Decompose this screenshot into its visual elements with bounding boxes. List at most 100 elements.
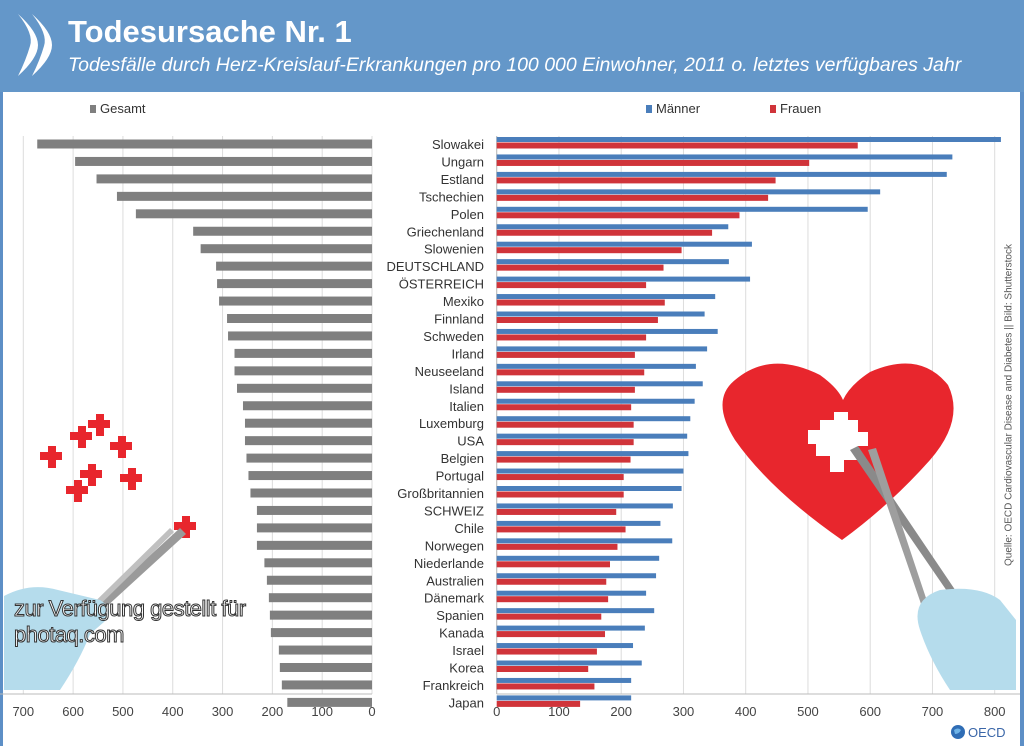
bar-frauen (496, 491, 624, 498)
bar-frauen (496, 194, 769, 201)
bar-frauen (496, 212, 740, 219)
bar-frauen (496, 177, 776, 184)
bar-gesamt (256, 505, 372, 515)
category-label: USA (457, 434, 484, 449)
bar-frauen (496, 683, 595, 690)
bar-frauen (496, 474, 624, 481)
x-tick-label-right: 600 (859, 704, 881, 719)
bar-maenner (496, 590, 647, 596)
bar-frauen (496, 648, 597, 655)
bar-frauen (496, 299, 665, 306)
chart-subtitle: Todesfälle durch Herz-Kreislauf-Erkranku… (68, 54, 962, 76)
category-label: Israel (452, 643, 484, 658)
legend-label: Frauen (780, 101, 822, 116)
category-label: ÖSTERREICH (399, 277, 484, 292)
header-banner: Todesursache Nr. 1 Todesfälle durch Herz… (0, 0, 1024, 92)
bar-maenner (496, 328, 718, 334)
x-tick-label-right: 0 (493, 704, 500, 719)
bar-maenner (496, 137, 1001, 142)
bar-frauen (496, 369, 645, 376)
bar-gesamt (256, 523, 372, 533)
bar-maenner (496, 294, 716, 300)
category-label: Japan (449, 695, 484, 710)
bar-gesamt (96, 174, 372, 184)
bar-gesamt (244, 436, 372, 446)
bar-gesamt (268, 593, 372, 603)
bar-gesamt (216, 261, 372, 271)
bar-maenner (496, 189, 881, 195)
bar-maenner (496, 433, 688, 439)
bar-maenner (496, 259, 729, 265)
category-label: SCHWEIZ (424, 503, 484, 518)
bar-frauen (496, 613, 602, 620)
bar-maenner (496, 625, 645, 631)
bar-maenner (496, 695, 632, 701)
x-tick-label-right: 500 (797, 704, 819, 719)
category-label: Italien (449, 399, 484, 414)
bar-gesamt (270, 628, 372, 638)
x-tick-label-left: 100 (311, 704, 333, 719)
bar-gesamt (228, 331, 372, 341)
bar-maenner (496, 451, 689, 457)
watermark: zur Verfügung gestellt für photaq.com (14, 596, 247, 648)
bar-frauen (496, 404, 632, 411)
bar-maenner (496, 154, 953, 160)
bar-gesamt (219, 296, 372, 306)
x-tick-label-left: 400 (162, 704, 184, 719)
x-tick-label-right: 300 (673, 704, 695, 719)
bar-maenner (496, 224, 729, 230)
bar-gesamt (266, 575, 372, 585)
bar-gesamt (200, 244, 372, 254)
bar-gesamt (227, 314, 372, 323)
oecd-logo: OECD (950, 724, 1006, 740)
oecd-logo-text: OECD (968, 724, 1006, 740)
bar-frauen (496, 631, 606, 638)
bar-maenner (496, 398, 695, 404)
bar-maenner (496, 276, 751, 282)
bar-frauen (496, 421, 634, 428)
x-tick-label-right: 700 (922, 704, 944, 719)
bar-gesamt (256, 540, 372, 550)
bar-gesamt (237, 383, 372, 393)
category-label: Mexiko (443, 294, 484, 309)
category-label: Luxemburg (419, 416, 484, 431)
x-tick-label-right: 100 (548, 704, 570, 719)
category-label: Island (449, 381, 484, 396)
globe-icon (951, 725, 965, 739)
bar-gesamt (269, 610, 372, 620)
x-tick-label-left: 700 (12, 704, 34, 719)
bar-frauen (496, 282, 647, 289)
bar-gesamt (264, 558, 372, 568)
bar-frauen (496, 543, 618, 550)
bar-frauen (496, 159, 810, 166)
oecd-chevrons-icon (18, 14, 52, 76)
bar-frauen (496, 561, 610, 568)
bar-maenner (496, 660, 642, 666)
source-note: Quelle: OECD Cardiovascular Disease and … (1003, 243, 1015, 567)
category-label: Slowakei (432, 137, 484, 152)
legend-swatch (90, 104, 96, 113)
x-tick-label-right: 400 (735, 704, 757, 719)
bar-maenner (496, 643, 634, 649)
x-tick-label-left: 300 (212, 704, 234, 719)
bar-gesamt (278, 645, 372, 655)
bar-frauen (496, 334, 647, 341)
bar-gesamt (116, 191, 372, 201)
bar-maenner (496, 346, 708, 352)
category-label: Portugal (436, 469, 485, 484)
bar-gesamt (75, 156, 372, 166)
bar-gesamt (217, 279, 372, 289)
bar-frauen (496, 578, 607, 585)
category-label: Griechenland (407, 224, 484, 239)
bar-maenner (496, 555, 660, 561)
bar-maenner (496, 538, 673, 544)
bar-frauen (496, 229, 713, 236)
tweezers-hand-illustration (4, 414, 196, 690)
bar-maenner (496, 677, 632, 683)
legend-maenner: Männer (646, 101, 700, 116)
bar-gesamt (193, 226, 372, 236)
bar-maenner (496, 520, 661, 526)
x-tick-label-left: 0 (368, 704, 375, 719)
bar-maenner (496, 486, 682, 491)
